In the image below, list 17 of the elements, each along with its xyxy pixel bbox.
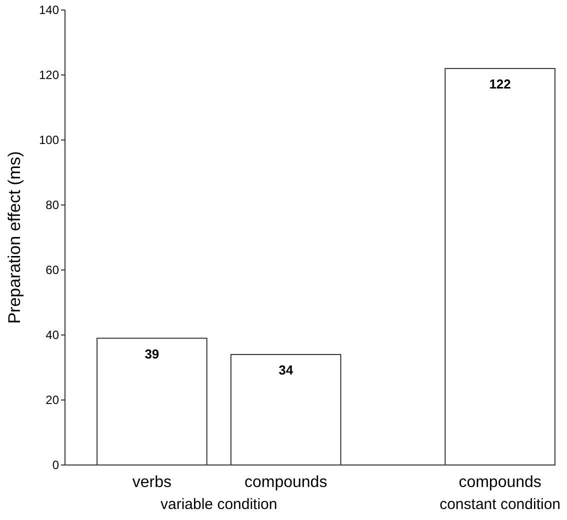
data-label: 122: [489, 76, 511, 92]
y-tick-label: 100: [38, 133, 60, 148]
y-tick-label: 140: [38, 3, 60, 18]
y-tick-label: 60: [46, 263, 60, 278]
x-tick-label: compounds: [458, 474, 542, 491]
y-axis-title: Preparation effect (ms): [5, 151, 24, 324]
y-tick-label: 120: [38, 68, 60, 82]
y-tick-label: 40: [46, 328, 60, 342]
x-tick-label: verbs: [132, 474, 172, 491]
text: constant condition: [440, 496, 561, 513]
y-tick-label: 0: [52, 458, 60, 472]
y-tick-label: 80: [46, 198, 60, 212]
data-label: 34: [278, 362, 294, 378]
y-tick-label: 20: [46, 393, 60, 408]
data-label: 39: [144, 346, 160, 362]
text: variable condition: [160, 496, 278, 513]
x-tick-label: compounds: [244, 474, 328, 491]
